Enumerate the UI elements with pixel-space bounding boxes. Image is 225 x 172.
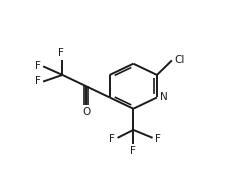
Text: F: F (34, 61, 40, 71)
Text: N: N (160, 93, 167, 103)
Text: Cl: Cl (173, 55, 184, 65)
Text: F: F (34, 76, 40, 86)
Text: F: F (57, 48, 63, 58)
Text: F: F (109, 134, 115, 144)
Text: F: F (155, 134, 160, 144)
Text: O: O (81, 107, 90, 117)
Text: F: F (130, 146, 136, 157)
